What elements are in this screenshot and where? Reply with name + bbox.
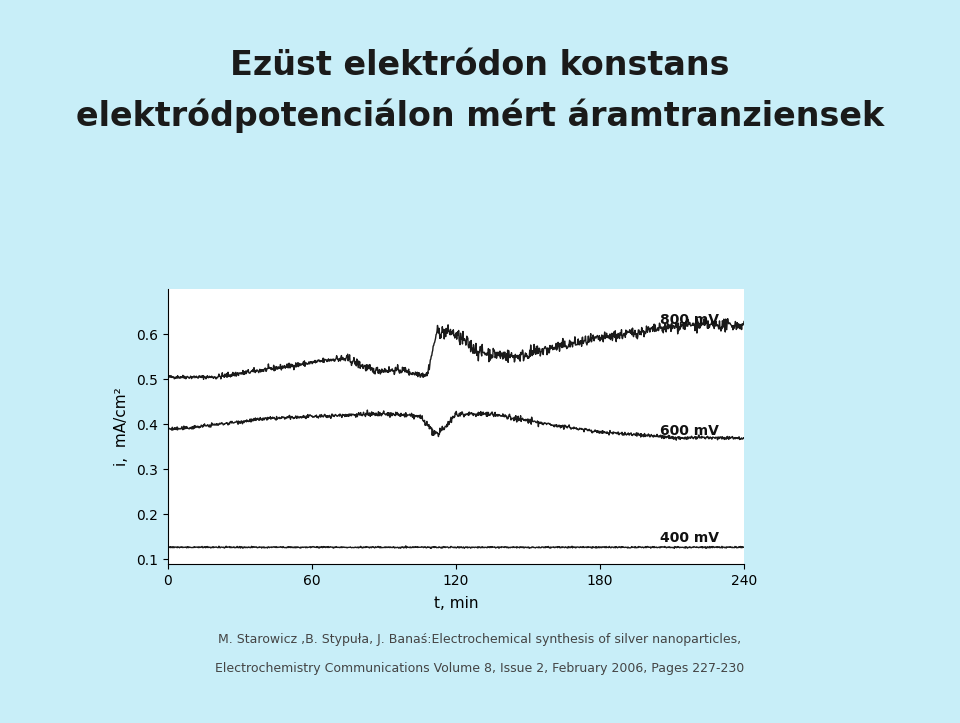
Text: Electrochemistry Communications Volume 8, Issue 2, February 2006, Pages 227-230: Electrochemistry Communications Volume 8… — [215, 662, 745, 675]
Y-axis label: i,  mA/cm²: i, mA/cm² — [114, 388, 130, 466]
Text: 400 mV: 400 mV — [660, 531, 719, 545]
Text: 800 mV: 800 mV — [660, 313, 719, 327]
Text: elektródpotenciálon mért áramtranziensek: elektródpotenciálon mért áramtranziensek — [76, 98, 884, 133]
Text: 600 mV: 600 mV — [660, 424, 719, 438]
Text: Ezüst elektródon konstans: Ezüst elektródon konstans — [230, 48, 730, 82]
Text: M. Starowicz ,B. Stypuła, J. Banaś:Electrochemical synthesis of silver nanoparti: M. Starowicz ,B. Stypuła, J. Banaś:Elect… — [219, 633, 741, 646]
X-axis label: t, min: t, min — [434, 596, 478, 611]
